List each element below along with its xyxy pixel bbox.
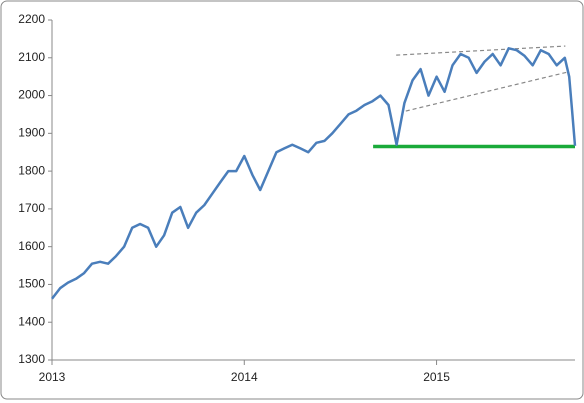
y-tick-label: 1700 bbox=[18, 201, 45, 215]
y-tick-label: 1800 bbox=[18, 163, 45, 177]
y-tick-label: 1400 bbox=[18, 314, 45, 328]
y-tick-label: 2100 bbox=[18, 50, 45, 64]
reference-line bbox=[396, 45, 566, 56]
x-tick-label: 2014 bbox=[231, 370, 258, 384]
x-tick-label: 2015 bbox=[423, 370, 450, 384]
y-tick-label: 2200 bbox=[18, 12, 45, 26]
y-tick-label: 1900 bbox=[18, 126, 45, 140]
x-tick-label: 2013 bbox=[39, 370, 66, 384]
y-tick-label: 1500 bbox=[18, 277, 45, 291]
series-line bbox=[51, 47, 577, 300]
y-tick-label: 1600 bbox=[18, 239, 45, 253]
y-tick-label: 1300 bbox=[18, 352, 45, 366]
y-tick-label: 2000 bbox=[18, 88, 45, 102]
